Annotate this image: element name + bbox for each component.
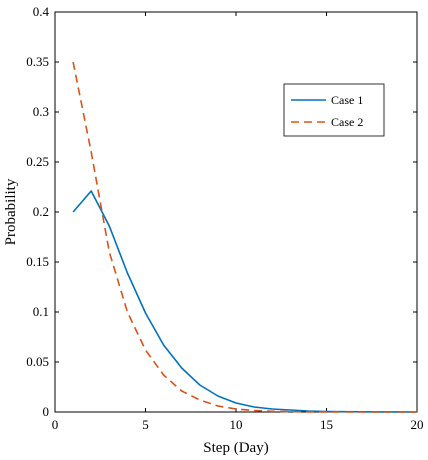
y-axis-ticks: 0 0.05 0.1 0.15 0.2 0.25 0.3 0.35 0.4 xyxy=(26,4,417,419)
y-tick-label: 0.1 xyxy=(33,304,49,319)
y-tick-label: 0.35 xyxy=(26,54,49,69)
legend-label-case-2: Case 2 xyxy=(331,115,363,129)
x-tick-label: 5 xyxy=(142,417,149,432)
x-tick-label: 0 xyxy=(52,417,59,432)
y-tick-label: 0.25 xyxy=(26,154,49,169)
y-tick-label: 0 xyxy=(43,404,50,419)
y-tick-label: 0.15 xyxy=(26,254,49,269)
y-axis-label: Probability xyxy=(3,178,19,245)
x-axis-ticks: 0 5 10 15 20 xyxy=(52,12,424,432)
x-tick-label: 20 xyxy=(411,417,424,432)
legend-box xyxy=(283,83,385,137)
x-axis-label: Step (Day) xyxy=(203,440,268,456)
series-layer xyxy=(72,61,418,413)
y-tick-label: 0.05 xyxy=(26,354,49,369)
y-tick-label: 0.3 xyxy=(33,104,49,119)
y-tick-label: 0.4 xyxy=(33,4,50,19)
series-line-case-2 xyxy=(72,61,417,413)
x-tick-label: 10 xyxy=(230,417,243,432)
x-tick-label: 15 xyxy=(320,417,333,432)
plot-area xyxy=(54,11,418,413)
legend: Case 1 Case 2 xyxy=(283,83,385,137)
legend-label-case-1: Case 1 xyxy=(331,93,363,107)
y-tick-label: 0.2 xyxy=(33,204,49,219)
